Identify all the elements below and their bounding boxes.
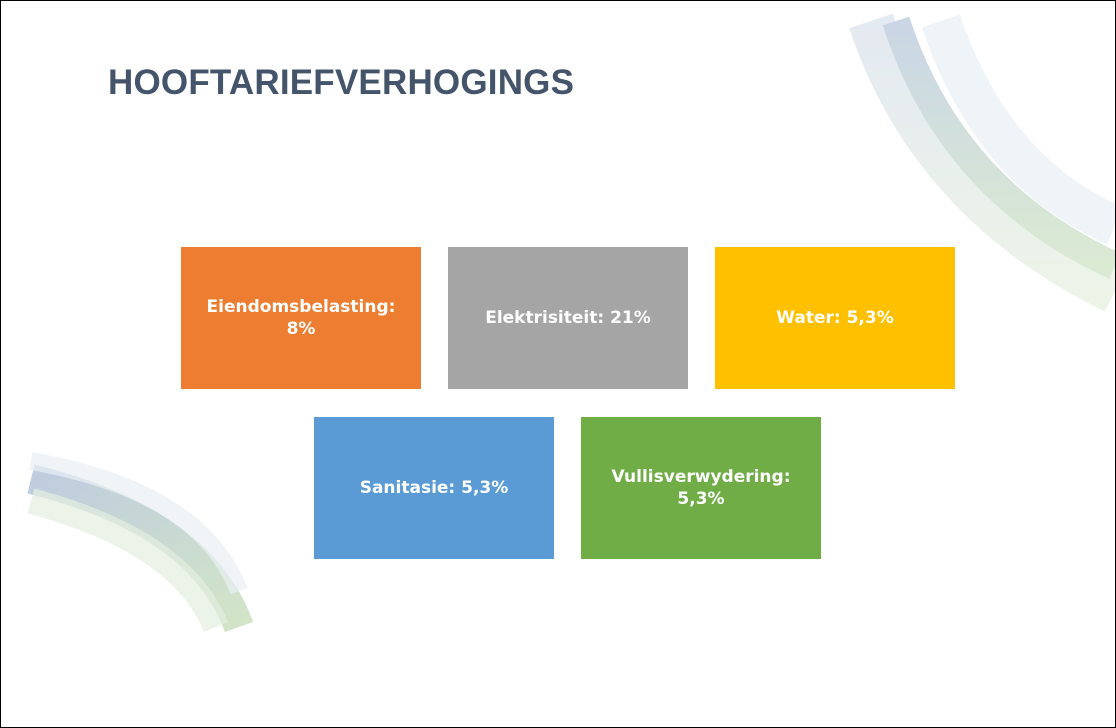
slide-title: HOOFTARIEFVERHOGINGS: [108, 63, 574, 103]
tariff-box: Vullisverwydering: 5,3%: [581, 417, 821, 559]
tariff-box: Elektrisiteit: 21%: [448, 247, 688, 389]
slide: HOOFTARIEFVERHOGINGS Eiendomsbelasting: …: [0, 0, 1116, 728]
tariff-box: Sanitasie: 5,3%: [314, 417, 554, 559]
page: HOOFTARIEFVERHOGINGS Eiendomsbelasting: …: [0, 0, 1116, 728]
tariff-box: Eiendomsbelasting: 8%: [181, 247, 421, 389]
tariff-box: Water: 5,3%: [715, 247, 955, 389]
